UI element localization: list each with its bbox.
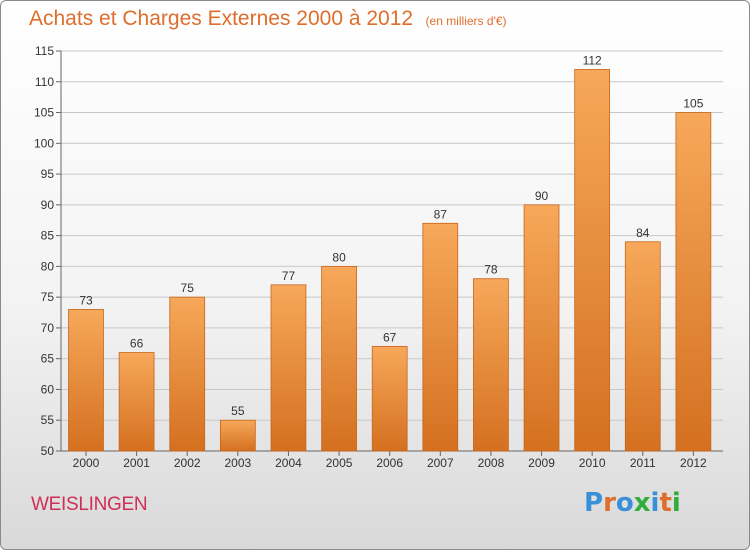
data-label: 75	[181, 281, 195, 295]
y-tick-label: 95	[41, 167, 55, 181]
x-tick-label: 2009	[528, 456, 555, 470]
data-label: 67	[383, 330, 397, 344]
bar	[270, 284, 307, 452]
data-label: 87	[434, 207, 448, 221]
x-tick-label: 2000	[73, 456, 100, 470]
x-tick-label: 2002	[174, 456, 201, 470]
y-tick-label: 65	[41, 352, 55, 366]
data-label: 78	[484, 263, 498, 277]
y-tick-label: 100	[34, 136, 54, 150]
data-label: 105	[683, 97, 703, 111]
commune-name: WEISLINGEN	[31, 494, 148, 515]
bar	[523, 204, 560, 452]
y-tick-label: 75	[41, 290, 55, 304]
logo-letter: t	[659, 488, 672, 518]
bar	[624, 241, 661, 452]
bar	[169, 296, 206, 452]
y-tick-label: 70	[41, 321, 55, 335]
data-label: 77	[282, 269, 296, 283]
x-tick-label: 2007	[427, 456, 454, 470]
bar	[675, 112, 712, 452]
x-tick-label: 2012	[680, 456, 707, 470]
bar	[422, 222, 459, 452]
x-tick-label: 2011	[630, 456, 656, 470]
chart-unit-label: (en milliers d'€)	[425, 14, 507, 28]
data-label: 90	[535, 189, 549, 203]
chart-title: Achats et Charges Externes 2000 à 2012	[29, 7, 414, 30]
x-tick-label: 2004	[275, 456, 302, 470]
logo-letter: i	[671, 488, 681, 518]
data-label: 84	[636, 226, 650, 240]
proxiti-logo: Proxiti	[584, 488, 681, 518]
x-tick-label: 2001	[123, 456, 150, 470]
x-tick-label: 2008	[478, 456, 505, 470]
bar	[68, 309, 104, 452]
data-labels: 73 66 75 55 77 80 67 87 78 90 112 84 105	[79, 53, 703, 418]
y-tick-label: 115	[35, 44, 54, 58]
y-tick-label: 60	[41, 382, 55, 396]
bar	[321, 265, 357, 452]
logo-letter: o	[615, 488, 634, 518]
x-tick-label: 2006	[376, 456, 403, 470]
x-tick-label: 2010	[579, 456, 606, 470]
x-tick-label: 2003	[224, 456, 251, 470]
data-label: 66	[130, 337, 144, 351]
data-label: 80	[332, 250, 346, 264]
y-tick-label: 110	[35, 75, 54, 89]
logo-letter: i	[650, 488, 660, 518]
bar	[118, 352, 155, 452]
logo-letter: r	[603, 488, 616, 518]
bars	[68, 69, 712, 452]
bar	[219, 419, 256, 452]
bar	[371, 345, 408, 452]
y-tick-label: 55	[41, 413, 55, 427]
data-label: 55	[231, 404, 245, 418]
y-tick-labels: 50 55 60 65 70 75 80 85 90 95 100 105 110 115	[34, 44, 54, 458]
x-tick-label: 2005	[326, 456, 353, 470]
logo-letter: x	[633, 488, 651, 518]
chart-header: Achats et Charges Externes 2000 à 2012 (…	[29, 7, 507, 31]
y-tick-label: 105	[34, 106, 54, 120]
x-tick-labels: 2000 2001 2002 2003 2004 2005 2006 2007 2008 2009…	[73, 456, 707, 470]
logo-letter: P	[584, 488, 604, 518]
y-tick-label: 90	[41, 198, 55, 212]
y-tick-label: 85	[41, 229, 55, 243]
data-label: 73	[79, 293, 93, 307]
data-label: 112	[583, 53, 602, 67]
bar	[473, 278, 509, 452]
y-tick-label: 50	[41, 444, 55, 458]
bar	[574, 69, 611, 452]
y-tick-label: 80	[41, 259, 55, 273]
